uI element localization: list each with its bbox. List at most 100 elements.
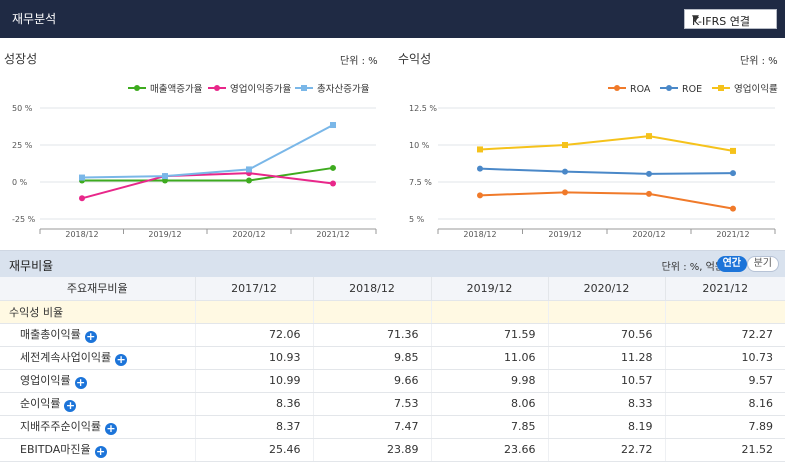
legend-marker bbox=[134, 85, 140, 91]
data-point bbox=[79, 174, 85, 181]
x-tick-label: 2021/12 bbox=[716, 230, 749, 239]
y-tick-label: -25 % bbox=[12, 215, 36, 224]
data-point bbox=[477, 146, 483, 153]
value-cell: 8.36 bbox=[195, 392, 314, 416]
row-label-cell: 매출총이익률 + bbox=[0, 323, 196, 347]
profit-title: 수익성 bbox=[398, 52, 432, 66]
value-cell: 71.36 bbox=[313, 323, 432, 347]
y-tick-label: 7.5 % bbox=[409, 178, 432, 187]
x-tick-label: 2020/12 bbox=[632, 230, 665, 239]
data-point bbox=[562, 168, 568, 175]
column-header: 2021/12 bbox=[665, 277, 785, 301]
row-label-cell: 순이익률 + bbox=[0, 392, 196, 416]
table-row: 지배주주순이익률 +8.37 7.47 7.85 8.19 7.89 bbox=[0, 415, 785, 439]
value-cell: 21.52 bbox=[665, 438, 785, 462]
toggle-quarter[interactable]: 분기 bbox=[746, 256, 779, 272]
value-cell: 8.16 bbox=[665, 392, 785, 416]
value-cell: 70.56 bbox=[548, 323, 666, 347]
data-point bbox=[246, 166, 252, 173]
data-point bbox=[646, 190, 652, 197]
ratio-table: 주요재무비율 2017/12 2018/12 2019/12 2020/12 2… bbox=[0, 277, 785, 462]
value-cell: 23.66 bbox=[431, 438, 549, 462]
legend-item[interactable]: ROE bbox=[660, 84, 702, 95]
value-cell: 9.66 bbox=[313, 369, 432, 393]
series-line bbox=[81, 124, 334, 179]
row-label: EBITDA마진율 bbox=[20, 443, 91, 456]
data-point bbox=[646, 170, 652, 177]
series-line bbox=[479, 191, 734, 210]
legend-item[interactable]: 영업이익률 bbox=[712, 83, 778, 95]
group-row: 수익성 비율 bbox=[0, 300, 785, 324]
column-header: 2020/12 bbox=[548, 277, 666, 301]
profit-chart: ROA ROE 영업이익률 12.5 % 10 % 7.5 % 5 % 2018/12 2019… bbox=[409, 83, 778, 239]
legend-item[interactable]: 총자산증가율 bbox=[295, 84, 370, 95]
table-row: 영업이익률 +10.99 9.66 9.98 10.57 9.57 bbox=[0, 369, 785, 393]
value-cell: 10.73 bbox=[665, 346, 785, 370]
value-cell: 72.06 bbox=[195, 323, 314, 347]
column-header: 2017/12 bbox=[195, 277, 314, 301]
value-cell: 22.72 bbox=[548, 438, 666, 462]
ratio-unit: 단위 : %, 억원 bbox=[661, 262, 724, 273]
row-label-cell: EBITDA마진율 + bbox=[0, 438, 196, 462]
legend-item[interactable]: ROA bbox=[608, 84, 651, 95]
legend-label: 영업이익률 bbox=[734, 83, 778, 95]
value-cell: 11.06 bbox=[431, 346, 549, 370]
table-row: 매출총이익률 +72.06 71.36 71.59 70.56 72.27 bbox=[0, 323, 785, 347]
y-tick-label: 0 % bbox=[12, 178, 28, 187]
legend-marker bbox=[666, 85, 672, 91]
expand-plus-icon[interactable]: + bbox=[94, 445, 107, 458]
row-label-cell: 지배주주순이익률 + bbox=[0, 415, 196, 439]
y-tick-label: 10 % bbox=[409, 141, 430, 150]
x-tick-label: 2018/12 bbox=[463, 230, 496, 239]
header-bar: 재무분석 K-IFRS 연결 ▼ bbox=[0, 0, 785, 38]
data-point bbox=[330, 122, 336, 129]
data-point bbox=[730, 147, 736, 154]
value-cell: 72.27 bbox=[665, 323, 785, 347]
legend-marker bbox=[614, 85, 620, 91]
data-point bbox=[330, 164, 336, 171]
legend-item[interactable]: 영업이익증가율 bbox=[208, 83, 291, 95]
series-line bbox=[479, 167, 734, 175]
row-label: 영업이익률 bbox=[20, 374, 71, 387]
row-label: 매출총이익률 bbox=[20, 328, 81, 341]
expand-plus-icon[interactable]: + bbox=[84, 330, 97, 343]
legend-marker bbox=[718, 85, 724, 91]
data-point bbox=[477, 165, 483, 172]
x-tick-label: 2019/12 bbox=[148, 230, 181, 239]
ratio-section-header: 재무비율 단위 : %, 억원 연간 분기 bbox=[0, 250, 785, 277]
table-row: 순이익률 +8.36 7.53 8.06 8.33 8.16 bbox=[0, 392, 785, 416]
row-label: 지배주주순이익률 bbox=[20, 420, 101, 433]
value-cell: 7.53 bbox=[313, 392, 432, 416]
expand-plus-icon[interactable]: + bbox=[64, 399, 77, 412]
data-point bbox=[162, 173, 168, 180]
legend-item[interactable]: 매출액증가율 bbox=[128, 83, 203, 95]
data-point bbox=[562, 189, 568, 196]
expand-plus-icon[interactable]: + bbox=[115, 353, 128, 366]
profit-unit: 단위 : % bbox=[740, 56, 778, 67]
select-value: K-IFRS 연결 bbox=[692, 15, 750, 28]
expand-plus-icon[interactable]: + bbox=[104, 422, 117, 435]
value-cell: 8.37 bbox=[195, 415, 314, 439]
value-cell: 25.46 bbox=[195, 438, 314, 462]
value-cell: 10.57 bbox=[548, 369, 666, 393]
y-tick-label: 50 % bbox=[12, 104, 33, 113]
group-label: 수익성 비율 bbox=[0, 300, 196, 324]
chevron-down-icon: ▼ bbox=[692, 14, 699, 24]
legend-marker bbox=[214, 85, 220, 91]
value-cell: 7.89 bbox=[665, 415, 785, 439]
y-tick-label: 12.5 % bbox=[409, 104, 437, 113]
value-cell: 11.28 bbox=[548, 346, 666, 370]
legend-label: 영업이익증가율 bbox=[230, 83, 291, 95]
toggle-annual[interactable]: 연간 bbox=[716, 256, 747, 272]
table-header-row: 주요재무비율 2017/12 2018/12 2019/12 2020/12 2… bbox=[0, 277, 785, 301]
table-row: 세전계속사업이익률 +10.93 9.85 11.06 11.28 10.73 bbox=[0, 346, 785, 370]
y-tick-label: 25 % bbox=[12, 141, 33, 150]
column-header: 2019/12 bbox=[431, 277, 549, 301]
value-cell: 9.98 bbox=[431, 369, 549, 393]
data-point bbox=[79, 195, 85, 202]
accounting-standard-select[interactable]: K-IFRS 연결 ▼ bbox=[684, 9, 777, 29]
value-cell: 9.85 bbox=[313, 346, 432, 370]
row-label-cell: 세전계속사업이익률 + bbox=[0, 346, 196, 370]
value-cell: 23.89 bbox=[313, 438, 432, 462]
expand-plus-icon[interactable]: + bbox=[74, 376, 87, 389]
